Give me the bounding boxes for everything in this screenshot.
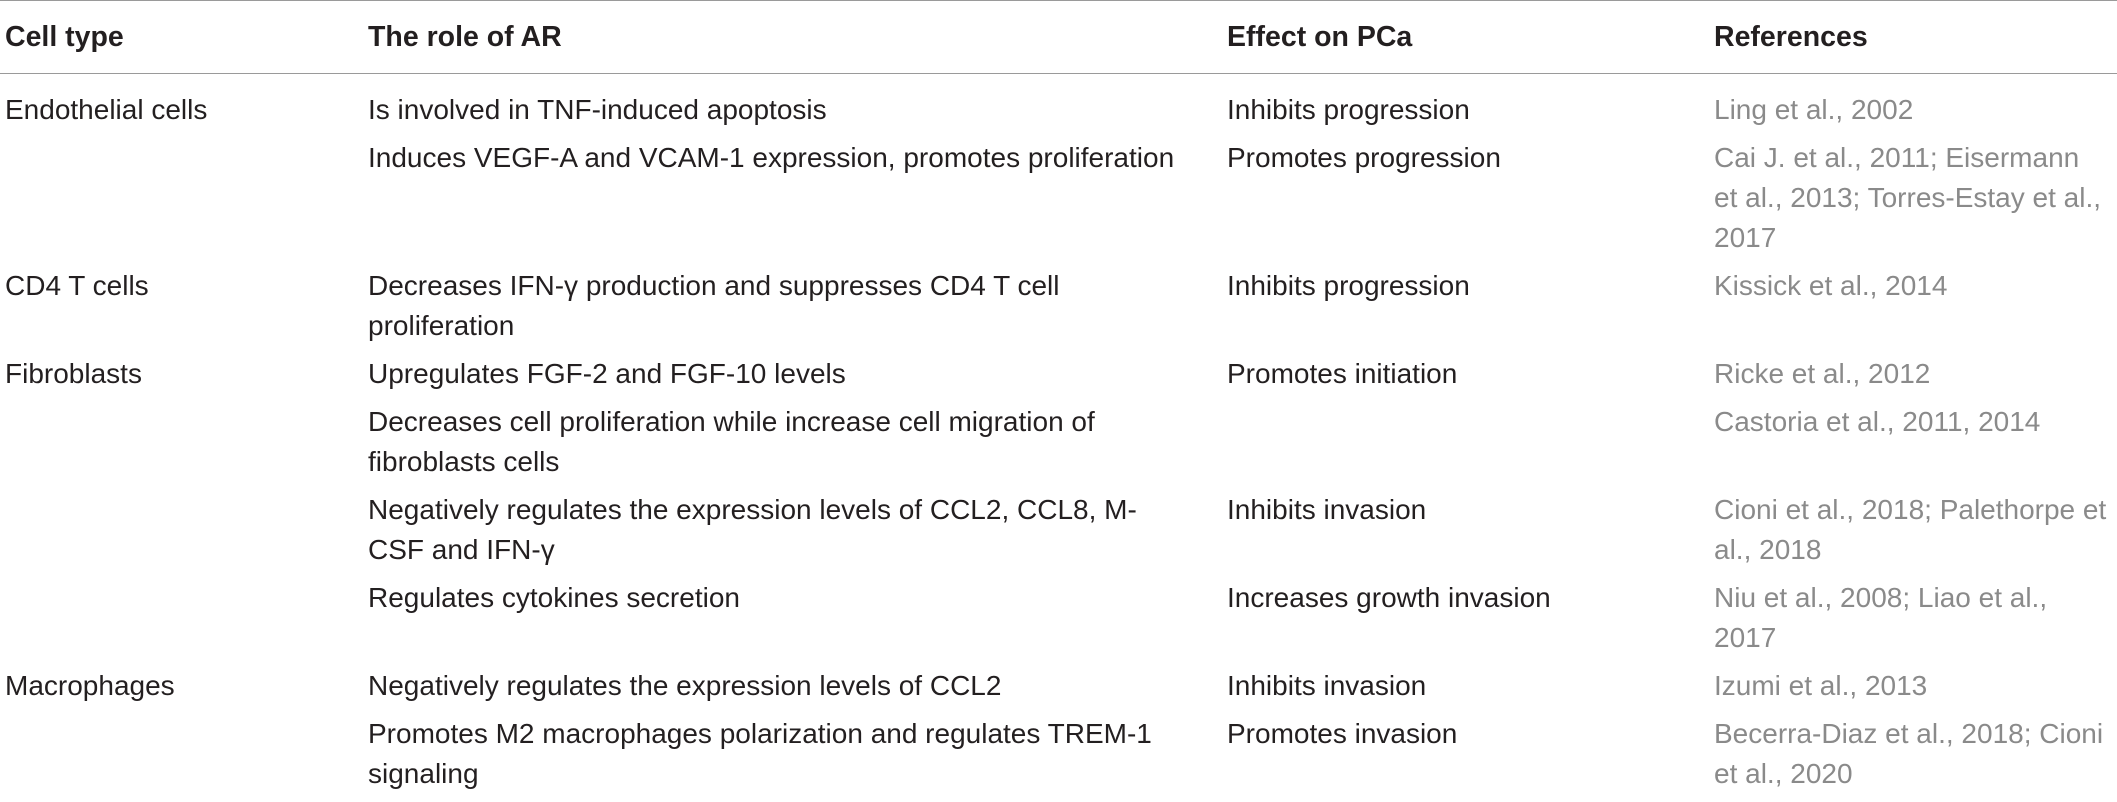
header-role-of-ar: The role of AR: [367, 1, 1227, 74]
role-cell: Upregulates FGF-2 and FGF-10 levels: [367, 354, 1227, 402]
table-row: Negatively regulates the expression leve…: [0, 490, 2117, 578]
table-row: Fibroblasts Upregulates FGF-2 and FGF-10…: [0, 354, 2117, 402]
references-cell: Kissick et al., 2014: [1714, 266, 2117, 354]
cell-type-cell: Macrophages: [0, 666, 367, 714]
effect-cell: [1227, 402, 1714, 490]
effect-cell: Inhibits progression: [1227, 266, 1714, 354]
cell-type-cell: Endothelial cells: [0, 74, 367, 139]
header-row: Cell type The role of AR Effect on PCa R…: [0, 1, 2117, 74]
role-cell: Is involved in TNF-induced apoptosis: [367, 74, 1227, 139]
cell-type-cell: [0, 578, 367, 666]
table-row: Induces VEGF-A and VCAM-1 expression, pr…: [0, 138, 2117, 266]
references-cell: Ricke et al., 2012: [1714, 354, 2117, 402]
cell-type-cell: CD4 T cells: [0, 266, 367, 354]
role-cell: Decreases cell proliferation while incre…: [367, 402, 1227, 490]
references-cell: Cioni et al., 2018; Palethorpe et al., 2…: [1714, 490, 2117, 578]
effect-cell: Inhibits invasion: [1227, 666, 1714, 714]
effect-cell: Inhibits invasion: [1227, 490, 1714, 578]
table-row: Endothelial cells Is involved in TNF-ind…: [0, 74, 2117, 139]
references-cell: Izumi et al., 2013: [1714, 666, 2117, 714]
cell-type-cell: [0, 714, 367, 802]
cell-type-cell: [0, 402, 367, 490]
role-cell: Negatively regulates the expression leve…: [367, 490, 1227, 578]
header-references: References: [1714, 1, 2117, 74]
cell-type-cell: [0, 490, 367, 578]
role-cell: Promotes M2 macrophages polarization and…: [367, 714, 1227, 802]
references-cell: Becerra-Diaz et al., 2018; Cioni et al.,…: [1714, 714, 2117, 802]
references-cell: Cai J. et al., 2011; Eisermann et al., 2…: [1714, 138, 2117, 266]
references-cell: Niu et al., 2008; Liao et al., 2017: [1714, 578, 2117, 666]
effect-cell: Promotes progression: [1227, 138, 1714, 266]
role-cell: Regulates cytokines secretion: [367, 578, 1227, 666]
role-cell: Induces VEGF-A and VCAM-1 expression, pr…: [367, 138, 1227, 266]
references-cell: Castoria et al., 2011, 2014: [1714, 402, 2117, 490]
cell-type-cell: Fibroblasts: [0, 354, 367, 402]
table-header: Cell type The role of AR Effect on PCa R…: [0, 1, 2117, 74]
table-row: Macrophages Negatively regulates the exp…: [0, 666, 2117, 714]
effect-cell: Inhibits progression: [1227, 74, 1714, 139]
role-cell: Decreases IFN-γ production and suppresse…: [367, 266, 1227, 354]
effect-cell: Promotes initiation: [1227, 354, 1714, 402]
references-cell: Ling et al., 2002: [1714, 74, 2117, 139]
table-body: Endothelial cells Is involved in TNF-ind…: [0, 74, 2117, 802]
table-row: Decreases cell proliferation while incre…: [0, 402, 2117, 490]
table-row: CD4 T cells Decreases IFN-γ production a…: [0, 266, 2117, 354]
effect-cell: Increases growth invasion: [1227, 578, 1714, 666]
header-cell-type: Cell type: [0, 1, 367, 74]
header-effect-on-pca: Effect on PCa: [1227, 1, 1714, 74]
table-row: Promotes M2 macrophages polarization and…: [0, 714, 2117, 802]
effect-cell: Promotes invasion: [1227, 714, 1714, 802]
role-cell: Negatively regulates the expression leve…: [367, 666, 1227, 714]
cell-type-cell: [0, 138, 367, 266]
table-row: Regulates cytokines secretion Increases …: [0, 578, 2117, 666]
